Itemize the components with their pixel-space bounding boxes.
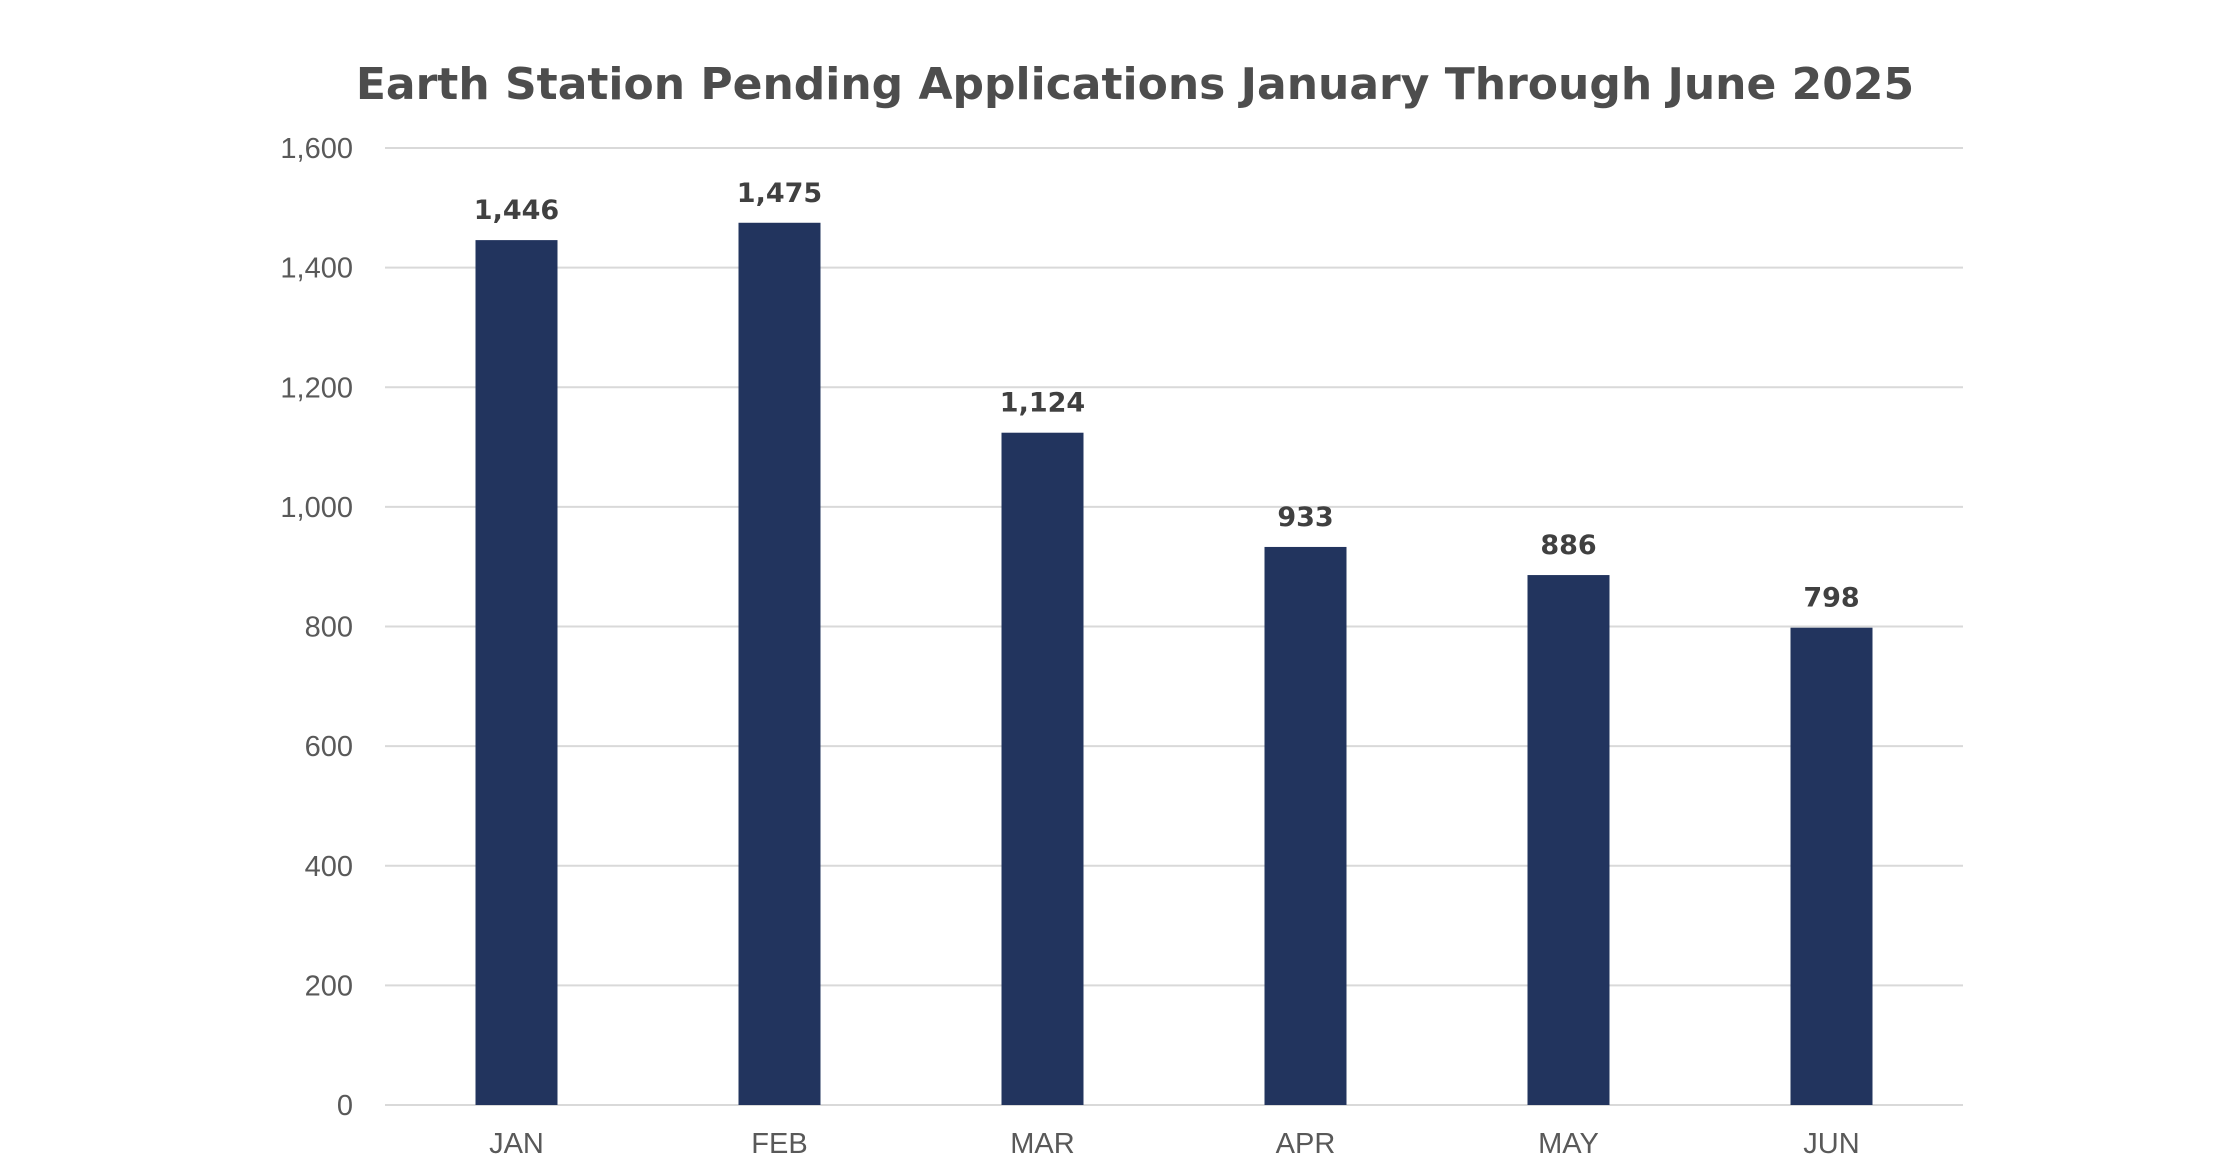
gridlines bbox=[385, 147, 1963, 1106]
bar-jan bbox=[475, 240, 558, 1105]
chart-title: Earth Station Pending Applications Janua… bbox=[356, 59, 1914, 110]
bar-jun bbox=[1790, 627, 1873, 1105]
y-tick-label: 1,400 bbox=[280, 253, 353, 285]
data-label-mar: 1,124 bbox=[1000, 388, 1085, 419]
y-tick-label: 200 bbox=[305, 970, 353, 1002]
y-tick-label: 0 bbox=[337, 1090, 353, 1122]
y-tick-label: 1,200 bbox=[280, 372, 353, 404]
data-label-may: 886 bbox=[1540, 530, 1596, 561]
bar-feb bbox=[738, 222, 821, 1105]
y-tick-label: 600 bbox=[305, 731, 353, 763]
data-label-feb: 1,475 bbox=[737, 178, 822, 209]
bar-may bbox=[1527, 575, 1610, 1105]
x-tick-label-apr: APR bbox=[1276, 1128, 1336, 1160]
bar-mar bbox=[1001, 432, 1084, 1105]
y-axis-tick-labels: 0 200 400 600 800 1,000 1,200 1,400 1,600 bbox=[280, 133, 353, 1122]
bar-apr bbox=[1264, 546, 1347, 1105]
x-tick-label-mar: MAR bbox=[1010, 1128, 1074, 1160]
y-tick-label: 400 bbox=[305, 851, 353, 883]
x-tick-label-jun: JUN bbox=[1803, 1128, 1859, 1160]
x-tick-label-may: MAY bbox=[1538, 1128, 1599, 1160]
bars bbox=[475, 222, 1873, 1105]
data-labels: 1,446 1,475 1,124 933 886 798 bbox=[474, 178, 1860, 614]
x-tick-label-jan: JAN bbox=[489, 1128, 544, 1160]
data-label-jun: 798 bbox=[1803, 583, 1859, 614]
y-tick-label: 1,600 bbox=[280, 133, 353, 165]
x-tick-label-feb: FEB bbox=[751, 1128, 807, 1160]
data-label-jan: 1,446 bbox=[474, 195, 559, 226]
y-tick-label: 800 bbox=[305, 612, 353, 644]
data-label-apr: 933 bbox=[1277, 502, 1333, 533]
y-tick-label: 1,000 bbox=[280, 492, 353, 524]
x-axis-category-labels: JAN FEB MAR APR MAY JUN bbox=[489, 1128, 1860, 1160]
